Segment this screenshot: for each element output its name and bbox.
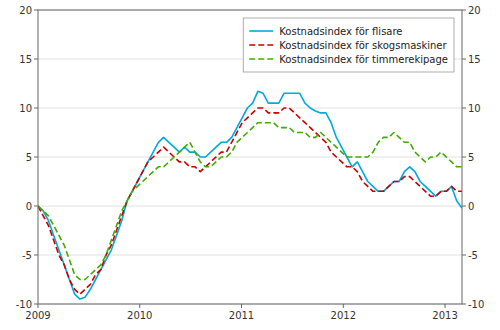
y2-tick [462,304,466,305]
legend-box [243,18,454,72]
y2-tick [462,108,466,109]
y2-tick-label: 5 [468,152,474,163]
y-tick [34,206,38,207]
y2-tick-label: 10 [468,103,481,114]
grid-line [38,255,462,256]
legend-swatch [249,30,273,32]
legend-label: Kostnadsindex för timmerekipage [279,54,448,65]
y2-tick-label: 0 [468,201,474,212]
plot-frame [38,10,462,304]
legend-swatch [249,44,273,46]
background [0,0,500,330]
y-tick-label: 10 [19,103,32,114]
y-tick [34,255,38,256]
x-tick [343,304,344,308]
y-tick-label: -10 [16,299,32,310]
y-tick-label: 15 [19,54,32,65]
x-tick [241,304,242,308]
y-tick-label: 20 [19,5,32,16]
y2-tick-label: -5 [468,250,478,261]
y-tick-label: 0 [26,201,32,212]
y-tick [34,10,38,11]
legend-label: Kostnadsindex för flisare [279,26,402,37]
y2-tick-label: 20 [468,5,481,16]
x-tick [38,304,39,308]
grid-line [38,157,462,158]
y-tick [34,59,38,60]
y-tick-label: -5 [22,250,32,261]
y2-tick [462,255,466,256]
x-tick [445,304,446,308]
y2-tick [462,206,466,207]
x-tick-label: 2012 [331,310,356,321]
x-tick-label: 2011 [229,310,254,321]
axes: -10 -5 0 5 10 15 20 -10 -5 0 5 10 15 20 2009 2010 2011 20… [16,5,485,322]
series-line [38,123,462,280]
y-tick [34,157,38,158]
x-tick-label: 2013 [432,310,457,321]
y2-tick [462,10,466,11]
lines [38,91,462,299]
y-tick [34,304,38,305]
y2-tick-label: 15 [468,54,481,65]
y-tick-label: 5 [26,152,32,163]
legend: Kostnadsindex för flisare Kostnadsindex f… [243,18,454,72]
y2-tick [462,59,466,60]
x-tick-label: 2009 [25,310,50,321]
series-line [38,91,462,299]
legend-label: Kostnadsindex för skogsmaskiner [279,40,447,51]
chart: -10 -5 0 5 10 15 20 -10 -5 0 5 10 15 20 2009 2010 2011 20… [0,0,500,330]
grid-line [38,108,462,109]
y2-tick-label: -10 [468,299,484,310]
y-tick [34,108,38,109]
x-tick-label: 2010 [127,310,152,321]
series-line [38,108,462,294]
y2-tick [462,157,466,158]
grid-line [38,206,462,207]
x-tick [139,304,140,308]
grid [38,10,462,304]
legend-swatch [249,58,273,60]
